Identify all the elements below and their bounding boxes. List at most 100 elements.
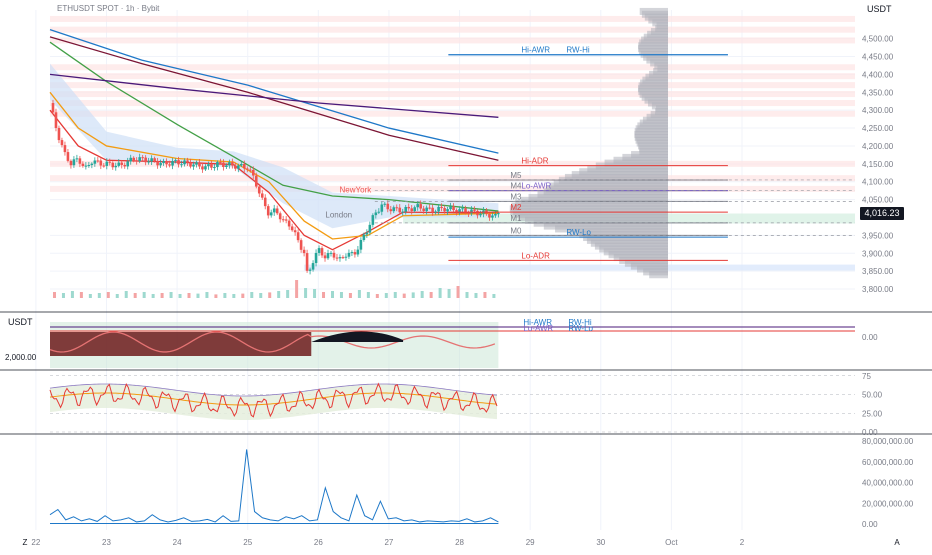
volume-bar xyxy=(133,293,137,298)
candle-body xyxy=(338,257,342,259)
time-tick-label: 24 xyxy=(173,538,182,547)
candle-body xyxy=(186,160,189,163)
volume-bar xyxy=(97,293,101,298)
price-tick-label: 4,250.00 xyxy=(862,124,894,133)
candle-body xyxy=(419,204,422,209)
candle-body xyxy=(422,208,425,211)
candle-body xyxy=(473,209,476,211)
candle-body xyxy=(216,162,219,168)
osc-legend-label: RW-Hi xyxy=(568,318,591,327)
candle-body xyxy=(144,157,147,163)
moving-average-line xyxy=(49,91,499,240)
candle-body xyxy=(305,253,309,271)
candle-body xyxy=(222,162,225,168)
volume-bar xyxy=(88,294,92,298)
price-tick-label: 4,100.00 xyxy=(862,178,894,187)
candle-body xyxy=(470,209,473,214)
candle-body xyxy=(302,249,306,254)
vol-line xyxy=(49,449,499,523)
candle-body xyxy=(168,164,171,166)
candle-body xyxy=(317,248,321,253)
zone-band xyxy=(50,100,855,107)
volume-bar xyxy=(223,293,227,298)
price-tick-label: 4,450.00 xyxy=(862,53,894,62)
candle-body xyxy=(108,161,112,163)
price-tick-label: 3,950.00 xyxy=(862,231,894,240)
candle-body xyxy=(159,163,162,166)
volume-bar xyxy=(411,292,415,298)
panel2-unit: USDT xyxy=(8,317,33,327)
rsi-tick-label: 25.00 xyxy=(862,409,883,418)
vol-tick-label: 80,000,000.00 xyxy=(862,437,914,446)
volume-bar xyxy=(232,294,236,298)
candle-body xyxy=(84,165,88,167)
candle-body xyxy=(120,162,124,165)
volume-bar xyxy=(259,293,263,298)
candle-body xyxy=(266,206,270,216)
level-label: RW-Lo xyxy=(566,228,591,237)
candle-body xyxy=(126,161,130,167)
time-tick-label: 27 xyxy=(384,538,393,547)
candle-body xyxy=(284,219,288,221)
candle-body xyxy=(180,164,183,166)
volume-bar xyxy=(438,288,442,298)
zoom-icon: Z xyxy=(23,538,28,547)
volume-bar xyxy=(492,294,496,298)
candle-body xyxy=(458,209,461,213)
level-label: M0 xyxy=(510,226,522,235)
candle-body xyxy=(479,213,482,216)
time-tick-label: 30 xyxy=(596,538,605,547)
osc-left-value: 2,000.00 xyxy=(5,353,37,362)
candle-body xyxy=(404,206,408,212)
time-tick-label: 26 xyxy=(314,538,323,547)
volume-bar xyxy=(456,286,460,298)
rsi-tick-label: 75 xyxy=(862,372,871,381)
level-label: M3 xyxy=(510,192,522,201)
candle-body xyxy=(413,207,416,212)
candle-body xyxy=(171,161,174,166)
zone-band xyxy=(50,64,855,71)
volume-bar xyxy=(384,293,388,298)
candle-body xyxy=(189,162,192,167)
candle-body xyxy=(314,252,318,264)
volume-bar xyxy=(339,292,343,298)
volume-bar xyxy=(142,292,146,298)
candle-body xyxy=(263,197,267,207)
candle-body xyxy=(165,160,168,165)
rsi-signal-line xyxy=(49,392,498,406)
time-tick-label: 23 xyxy=(102,538,111,547)
vol-tick-label: 20,000,000.00 xyxy=(862,499,914,508)
candle-body xyxy=(51,103,55,113)
candle-body xyxy=(428,207,431,209)
candle-body xyxy=(449,206,452,210)
candle-body xyxy=(359,239,363,250)
volume-bar xyxy=(322,292,326,298)
candle-body xyxy=(350,252,354,254)
candle-body xyxy=(174,160,177,162)
candle-body xyxy=(78,158,82,164)
candle-body xyxy=(63,145,67,153)
candle-body xyxy=(245,168,249,170)
zone-band xyxy=(50,185,855,192)
candle-body xyxy=(293,230,297,233)
price-tick-label: 3,850.00 xyxy=(862,267,894,276)
candle-body xyxy=(497,213,500,215)
candle-body xyxy=(386,203,390,210)
moving-average-line xyxy=(49,73,499,118)
volume-bar xyxy=(187,293,191,298)
zone-band xyxy=(50,37,855,44)
candle-body xyxy=(93,160,97,164)
rsi-band xyxy=(50,384,497,420)
candle-body xyxy=(141,157,144,159)
candle-body xyxy=(105,161,109,166)
candle-body xyxy=(335,257,339,259)
volume-bar xyxy=(429,292,433,298)
volume-bar xyxy=(205,292,209,298)
candle-body xyxy=(332,252,336,258)
candle-body xyxy=(455,210,458,213)
candle-body xyxy=(356,249,360,255)
candle-body xyxy=(425,207,428,211)
candle-body xyxy=(60,140,64,146)
candle-body xyxy=(123,164,127,167)
